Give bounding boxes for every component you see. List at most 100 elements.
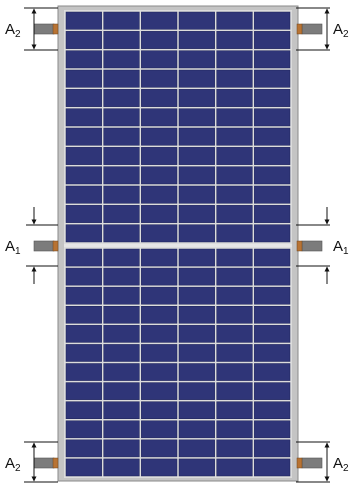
solar-cell <box>65 401 102 420</box>
solar-cell <box>103 363 140 381</box>
solar-cell <box>103 306 140 324</box>
solar-cell <box>65 325 102 343</box>
dimension-label: A2 <box>5 455 21 474</box>
solar-cell <box>216 185 253 204</box>
solar-cell <box>254 267 291 286</box>
clamp-body <box>33 457 55 469</box>
solar-cell <box>103 127 140 146</box>
clamp-body <box>301 23 323 35</box>
solar-cell <box>178 458 215 477</box>
solar-cell <box>103 420 140 439</box>
solar-cell <box>178 248 215 267</box>
solar-cell <box>141 166 178 185</box>
solar-cell <box>216 458 253 477</box>
solar-cell <box>216 382 253 400</box>
clamp-zone-bottom-left: A2 <box>5 441 59 483</box>
dimension-label-subscript: 2 <box>343 463 349 474</box>
solar-cell <box>65 127 102 146</box>
solar-cell <box>216 439 253 458</box>
clamp-tab <box>52 457 59 469</box>
solar-cell <box>254 11 291 30</box>
solar-cell <box>254 439 291 458</box>
dimension-label-letter: A <box>5 238 15 255</box>
solar-cell <box>103 166 140 185</box>
solar-cell <box>103 458 140 477</box>
solar-cell <box>178 11 215 30</box>
solar-cell <box>141 248 178 267</box>
solar-cell <box>103 325 140 343</box>
clamp-zone-mid-right: A1 <box>296 207 349 284</box>
solar-cell <box>254 458 291 477</box>
solar-cell <box>103 69 140 88</box>
solar-cell <box>141 127 178 146</box>
solar-cell <box>178 325 215 343</box>
solar-cell <box>65 205 102 223</box>
solar-cell <box>178 205 215 223</box>
solar-cell <box>178 185 215 204</box>
solar-cell <box>65 382 102 400</box>
solar-cell <box>65 11 102 30</box>
solar-cell <box>65 224 102 243</box>
solar-cell <box>216 344 253 362</box>
solar-cell <box>254 205 291 223</box>
solar-cell <box>103 382 140 400</box>
solar-cell <box>178 50 215 69</box>
dimension-label: A2 <box>5 21 21 40</box>
solar-cell <box>178 401 215 420</box>
solar-cell <box>141 108 178 127</box>
dimension-label: A2 <box>333 455 349 474</box>
solar-cell <box>178 286 215 305</box>
clamp-tab <box>296 457 303 469</box>
solar-cell <box>254 147 291 165</box>
clamp-tab <box>52 240 59 252</box>
solar-cell <box>178 147 215 165</box>
solar-cell <box>141 267 178 286</box>
solar-cell <box>103 50 140 69</box>
solar-cell <box>254 50 291 69</box>
solar-cell <box>103 248 140 267</box>
clamp-tab <box>52 23 59 35</box>
solar-cell <box>254 401 291 420</box>
solar-cell <box>178 166 215 185</box>
solar-cell <box>254 127 291 146</box>
dimension-label-letter: A <box>333 238 343 255</box>
dimension-label-letter: A <box>5 455 15 472</box>
solar-cell <box>65 306 102 324</box>
solar-cell <box>141 439 178 458</box>
solar-cell <box>216 248 253 267</box>
solar-cell <box>178 69 215 88</box>
solar-cell <box>141 11 178 30</box>
solar-cell <box>65 420 102 439</box>
solar-cell <box>178 363 215 381</box>
solar-cell <box>65 31 102 49</box>
solar-cell <box>216 363 253 381</box>
solar-cell <box>216 108 253 127</box>
solar-cell <box>216 420 253 439</box>
solar-cell <box>65 185 102 204</box>
solar-cell <box>254 325 291 343</box>
clamp-zone-mid-left: A1 <box>5 207 59 284</box>
solar-cell <box>216 224 253 243</box>
solar-cell <box>216 306 253 324</box>
center-divider <box>64 244 292 247</box>
solar-cell <box>65 286 102 305</box>
clamp-body <box>301 457 323 469</box>
solar-cell <box>254 382 291 400</box>
solar-cell <box>216 401 253 420</box>
solar-cell <box>65 69 102 88</box>
clamp-zone-bottom-right: A2 <box>296 441 349 483</box>
solar-cell <box>178 224 215 243</box>
solar-cell <box>141 458 178 477</box>
solar-cell <box>103 286 140 305</box>
solar-cell <box>178 420 215 439</box>
solar-cell <box>65 147 102 165</box>
dimension-label: A1 <box>5 238 21 257</box>
solar-cell <box>178 31 215 49</box>
dimension-label-subscript: 2 <box>343 29 349 40</box>
solar-cell <box>65 267 102 286</box>
solar-cell <box>65 344 102 362</box>
solar-cell <box>141 306 178 324</box>
solar-cell <box>141 185 178 204</box>
